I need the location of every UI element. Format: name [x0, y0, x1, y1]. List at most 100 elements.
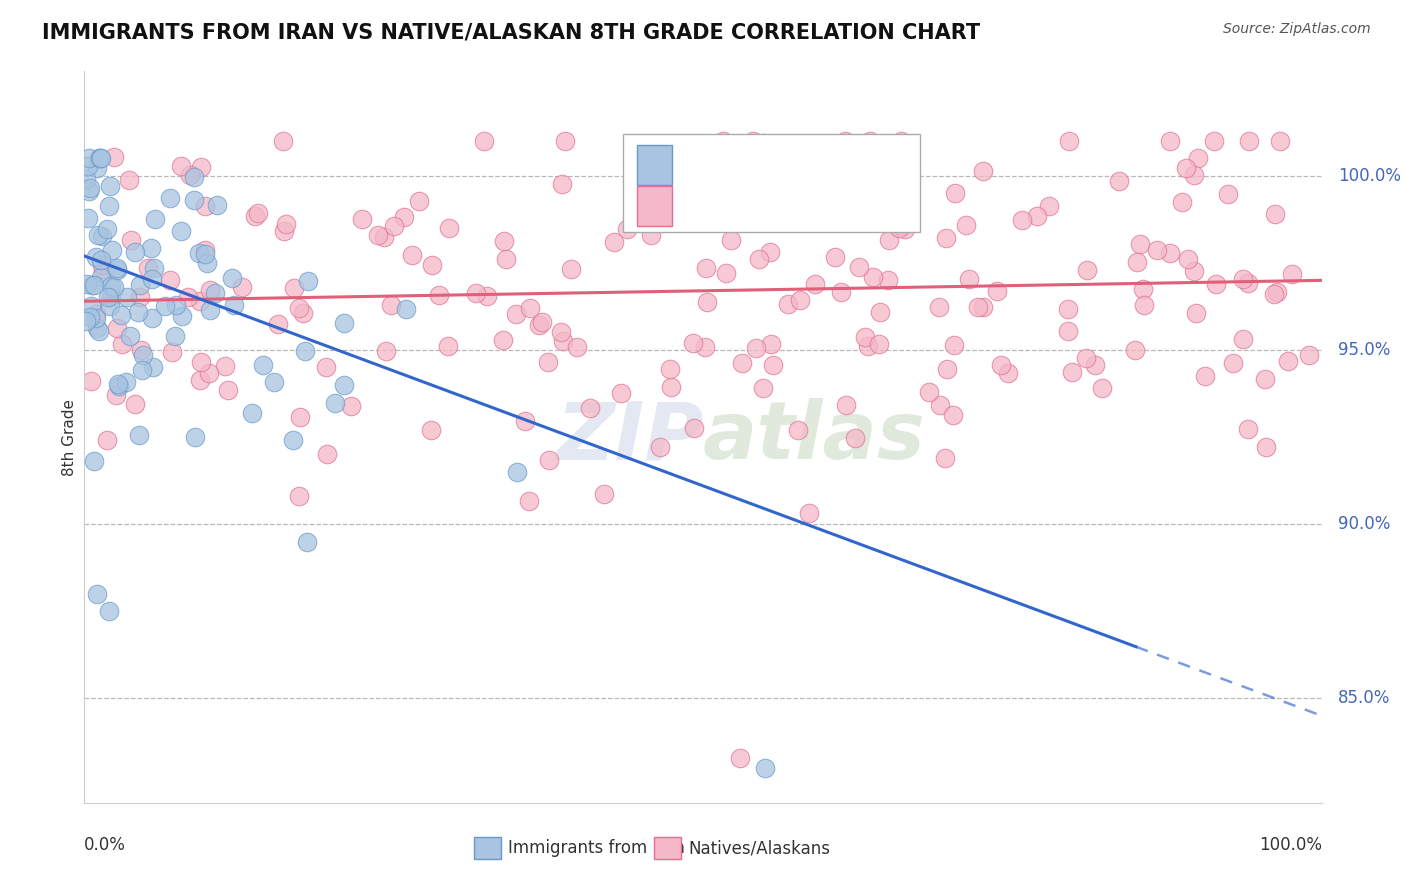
Point	[392, 210, 415, 224]
Text: R = -0.419  N =  86: R = -0.419 N = 86	[685, 156, 870, 174]
Point	[105, 261, 128, 276]
Point	[475, 288, 498, 302]
Point	[100, 290, 122, 304]
Point	[868, 153, 890, 168]
Point	[1074, 351, 1097, 366]
Point	[243, 209, 266, 223]
Point	[128, 278, 150, 293]
Point	[89, 152, 111, 166]
Point	[603, 235, 626, 249]
Point	[1264, 207, 1286, 221]
Point	[84, 310, 107, 325]
Point	[76, 277, 98, 292]
Point	[160, 344, 183, 359]
Point	[492, 234, 515, 248]
Point	[942, 409, 965, 423]
Point	[972, 164, 994, 178]
Point	[127, 305, 149, 319]
Point	[752, 136, 775, 151]
Text: 100.0%: 100.0%	[1258, 836, 1322, 854]
Point	[506, 465, 529, 479]
Point	[105, 262, 128, 277]
Point	[75, 171, 97, 186]
Point	[273, 224, 295, 238]
Point	[263, 375, 285, 389]
Point	[1182, 169, 1205, 183]
FancyBboxPatch shape	[623, 134, 920, 232]
Point	[170, 224, 193, 238]
Point	[986, 284, 1008, 298]
Point	[610, 386, 633, 401]
Point	[93, 262, 115, 277]
FancyBboxPatch shape	[474, 838, 502, 859]
Point	[222, 298, 245, 312]
Point	[91, 258, 114, 272]
Point	[340, 400, 363, 414]
Point	[877, 233, 900, 247]
Point	[295, 534, 318, 549]
Point	[1187, 151, 1209, 165]
Point	[159, 191, 181, 205]
Point	[579, 401, 602, 416]
Point	[1253, 372, 1275, 386]
Point	[659, 361, 682, 376]
Point	[90, 270, 112, 285]
Point	[101, 243, 124, 257]
Point	[551, 177, 574, 191]
Point	[240, 406, 263, 420]
Point	[111, 337, 134, 351]
Point	[170, 159, 193, 173]
Point	[759, 245, 782, 260]
Point	[333, 316, 356, 330]
Point	[990, 358, 1012, 372]
Point	[375, 344, 398, 359]
Point	[408, 194, 430, 208]
Point	[231, 280, 253, 294]
Point	[787, 424, 810, 438]
Point	[332, 378, 354, 392]
Point	[955, 219, 977, 233]
Point	[98, 300, 121, 314]
Point	[129, 290, 152, 304]
Point	[141, 311, 163, 326]
Text: Immigrants from Iran: Immigrants from Iran	[508, 839, 685, 857]
Point	[877, 273, 900, 287]
Point	[844, 431, 866, 445]
Point	[1011, 213, 1033, 227]
Point	[695, 261, 717, 276]
Point	[436, 339, 458, 353]
Point	[1298, 348, 1320, 362]
Point	[972, 301, 994, 315]
Point	[194, 247, 217, 261]
Point	[187, 246, 209, 260]
Point	[1194, 368, 1216, 383]
Point	[86, 161, 108, 176]
Point	[395, 302, 418, 317]
Point	[830, 285, 852, 299]
Point	[887, 186, 910, 200]
Point	[776, 296, 799, 310]
Point	[273, 134, 295, 148]
Text: 95.0%: 95.0%	[1337, 341, 1391, 359]
Point	[862, 269, 884, 284]
Point	[77, 184, 100, 198]
Point	[1281, 267, 1303, 281]
Point	[1057, 301, 1080, 316]
Point	[79, 181, 101, 195]
Point	[165, 297, 187, 311]
Point	[1265, 285, 1288, 299]
Point	[1177, 252, 1199, 266]
Point	[537, 354, 560, 368]
Point	[97, 290, 120, 304]
Point	[350, 212, 373, 227]
Point	[789, 293, 811, 308]
Point	[519, 301, 541, 315]
Point	[108, 378, 131, 392]
Point	[472, 134, 495, 148]
Point	[188, 373, 211, 387]
Point	[1218, 187, 1240, 202]
Point	[1146, 243, 1168, 257]
Point	[1108, 173, 1130, 187]
Point	[720, 233, 742, 247]
Point	[748, 252, 770, 267]
